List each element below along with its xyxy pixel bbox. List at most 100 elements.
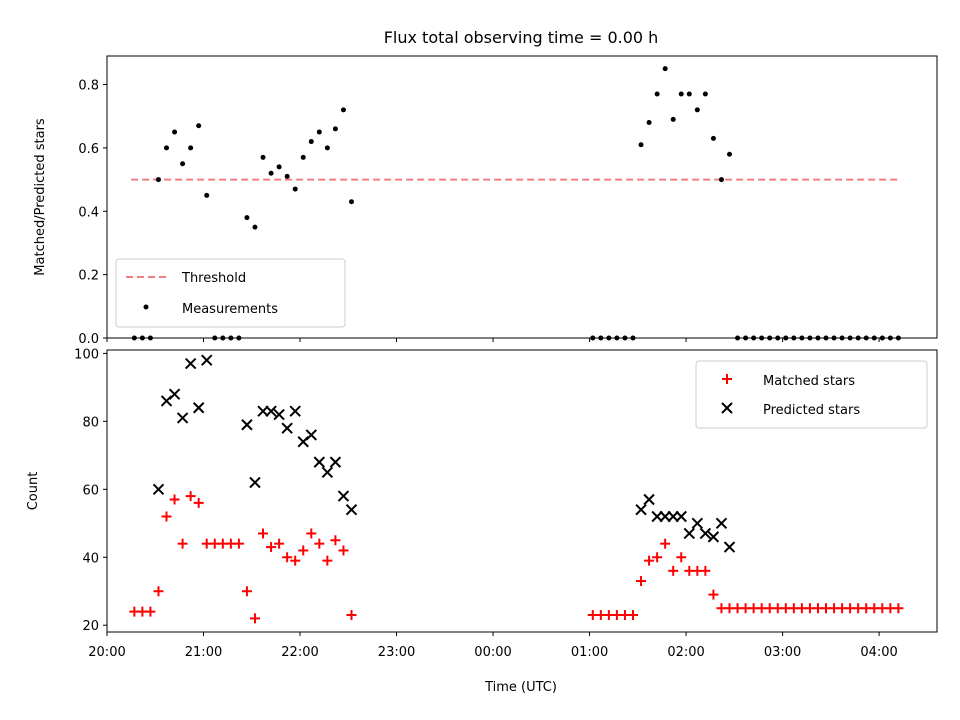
matched-star-point — [282, 552, 293, 563]
y-tick-label: 80 — [82, 415, 99, 430]
measurements-legend-swatch — [143, 304, 149, 310]
predicted-legend-label: Predicted stars — [763, 403, 860, 418]
predicted-star-point — [184, 357, 197, 370]
matched-star-point — [330, 535, 341, 546]
measurements-legend-label: Measurements — [182, 302, 278, 317]
y-tick-label: 40 — [82, 551, 99, 566]
bottom-legend-box — [695, 360, 928, 429]
matched-star-point — [676, 552, 687, 563]
matched-star-point — [274, 538, 285, 549]
matched-star-point — [627, 610, 638, 621]
predicted-star-point — [329, 456, 342, 468]
measurement-point — [727, 151, 732, 157]
matched-star-point — [258, 528, 269, 539]
predicted-star-point — [241, 419, 253, 431]
matched-star-point — [185, 491, 196, 502]
x-tick-label: 04:00 — [860, 645, 897, 660]
bottom-y-axis-label: Count — [26, 472, 41, 511]
predicted-star-point — [281, 422, 293, 434]
predicted-star-point — [337, 490, 350, 502]
measurement-point — [268, 170, 274, 176]
x-tick-label: 03:00 — [764, 645, 801, 660]
predicted-star-point — [192, 402, 205, 414]
predicted-star-point — [723, 541, 736, 553]
measurements-series — [131, 66, 901, 341]
predicted-star-point — [249, 476, 261, 489]
measurement-point — [284, 173, 290, 179]
matched-stars-series — [129, 491, 904, 624]
matched-star-point — [322, 555, 333, 566]
predicted-star-point — [305, 429, 317, 441]
predicted-star-point — [707, 531, 720, 543]
measurement-point — [316, 129, 322, 135]
measurement-point — [204, 192, 210, 198]
matched-star-point — [660, 538, 671, 549]
top-legend: Threshold Measurements — [115, 258, 346, 328]
measurement-point — [694, 107, 700, 113]
predicted-star-point — [675, 510, 687, 523]
measurement-point — [308, 139, 314, 145]
matched-star-point — [145, 606, 156, 617]
x-tick-label: 22:00 — [281, 645, 318, 660]
y-tick-label: 0.0 — [78, 332, 99, 347]
bottom-y-axis: 20 40 60 80 100 — [74, 347, 107, 634]
matched-star-point — [306, 528, 317, 539]
matched-star-point — [290, 555, 301, 566]
y-tick-label: 0.4 — [78, 205, 99, 220]
predicted-star-point — [273, 408, 285, 421]
matched-star-point — [346, 610, 357, 621]
bottom-plot-frame — [106, 349, 938, 633]
x-tick-label: 20:00 — [88, 645, 125, 660]
matched-star-point — [241, 586, 252, 597]
matched-star-point — [668, 565, 679, 576]
x-tick-label: 00:00 — [474, 645, 511, 660]
measurement-point — [654, 91, 660, 97]
matched-star-point — [153, 586, 164, 597]
measurement-point — [300, 154, 306, 160]
matched-star-point — [249, 613, 260, 624]
measurement-point — [244, 215, 250, 221]
matched-legend-swatch — [722, 374, 732, 384]
x-tick-label: 21:00 — [185, 645, 222, 660]
measurement-point — [710, 135, 716, 141]
x-tick-label: 23:00 — [378, 645, 415, 660]
x-tick-label: 02:00 — [667, 645, 704, 660]
matched-legend-label: Matched stars — [763, 374, 855, 389]
matched-star-point — [700, 565, 711, 576]
y-tick-label: 0.2 — [78, 269, 99, 284]
measurement-point — [646, 120, 652, 126]
measurement-point — [678, 91, 684, 97]
top-x-axis — [106, 338, 880, 342]
top-panel: 0.00.20.40.60.8 Matched/Predicted stars … — [33, 55, 938, 347]
bottom-panel: 20 40 60 80 100 20:00 21:00 22:00 23:00 00:00 01:… — [26, 347, 938, 695]
measurement-point — [332, 126, 338, 132]
threshold-legend-label: Threshold — [181, 271, 246, 286]
measurement-point — [686, 91, 692, 97]
measurement-point — [276, 164, 282, 170]
matched-star-point — [644, 555, 655, 566]
measurement-point — [348, 199, 354, 205]
predicted-star-point — [265, 405, 277, 417]
matched-star-point — [636, 576, 647, 587]
measurement-point — [155, 177, 161, 183]
measurement-point — [164, 145, 170, 151]
matched-legend-marker — [722, 374, 732, 384]
predicted-star-point — [313, 456, 326, 468]
bottom-x-axis: 20:00 21:00 22:00 23:00 00:00 01:00 02:00 03:00… — [88, 632, 898, 660]
predicted-legend-swatch — [721, 402, 733, 414]
measurement-point — [324, 145, 330, 151]
matched-star-point — [893, 603, 904, 614]
measurement-point — [670, 116, 676, 122]
measurement-point — [702, 91, 708, 97]
measurement-point — [260, 154, 266, 160]
matched-star-point — [266, 542, 277, 553]
top-y-axis-label: Matched/Predicted stars — [33, 118, 48, 276]
matched-star-point — [193, 497, 204, 508]
predicted-star-point — [699, 527, 712, 540]
y-tick-label: 0.6 — [78, 142, 99, 157]
predicted-star-point — [643, 493, 655, 506]
measurement-point — [252, 224, 258, 230]
predicted-star-point — [152, 483, 165, 496]
y-tick-label: 0.8 — [78, 79, 99, 94]
